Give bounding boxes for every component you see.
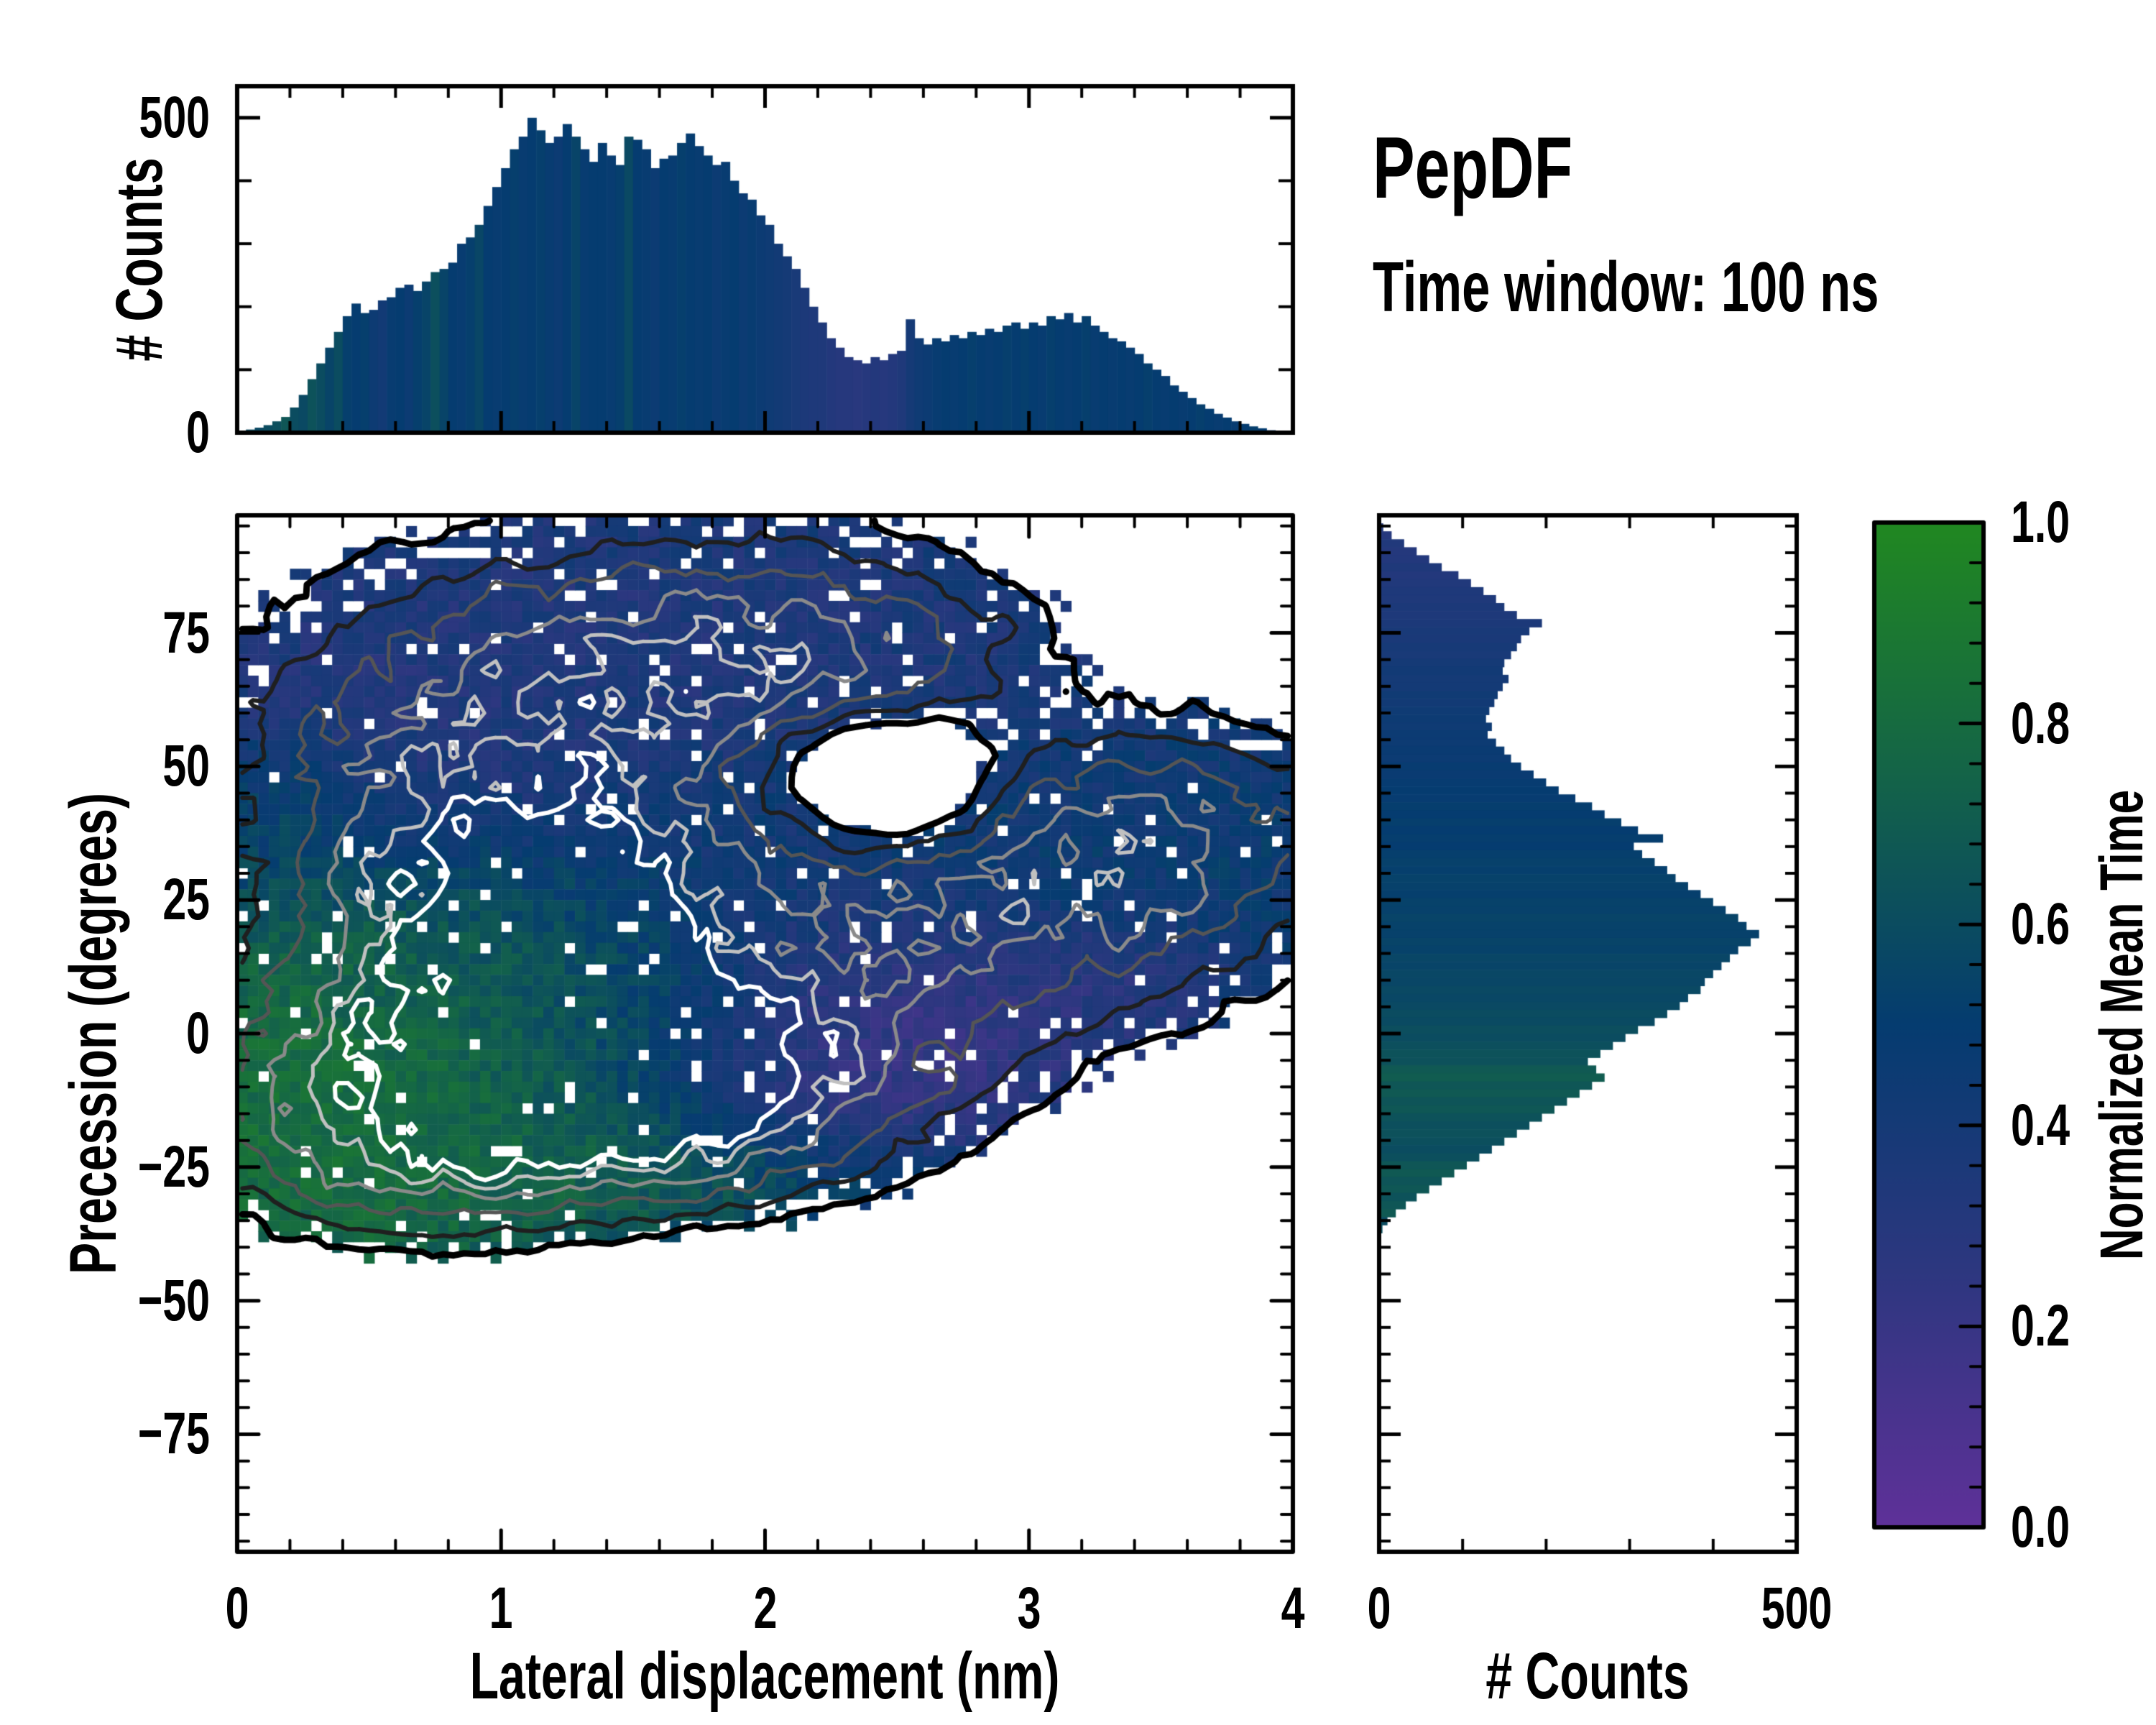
main-x-axis-title: Lateral displacement (nm) (469, 1639, 1060, 1713)
main-x-tick-label: 1 (489, 1576, 513, 1641)
main-y-tick-label: −25 (137, 1133, 210, 1200)
colorbar-tick-label: 0.4 (2011, 1092, 2070, 1158)
right-histogram-x-tick-label: 500 (1761, 1576, 1833, 1641)
main-x-tick-label: 2 (753, 1576, 777, 1641)
main-y-tick-label: 50 (162, 733, 210, 799)
main-y-tick-label: 25 (162, 867, 210, 933)
main-y-tick-label: −50 (137, 1267, 210, 1333)
colorbar-tick-label: 0.2 (2011, 1293, 2070, 1359)
figure-title: PepDF (1373, 119, 1573, 216)
top-histogram-y-axis-title: # Counts (103, 157, 176, 362)
main-x-tick-label: 0 (225, 1576, 249, 1641)
main-y-tick-label: −75 (137, 1401, 210, 1467)
main-y-tick-label: 0 (186, 1000, 210, 1066)
top-histogram-y-tick-label: 500 (139, 84, 210, 150)
main-x-tick-label: 4 (1281, 1576, 1305, 1641)
figure-subtitle: Time window: 100 ns (1373, 247, 1879, 326)
colorbar-tick-label: 0.0 (2011, 1494, 2070, 1560)
colorbar-tick-label: 1.0 (2011, 489, 2070, 555)
right-histogram-x-axis-title: # Counts (1485, 1639, 1690, 1713)
right-histogram-x-tick-label: 0 (1367, 1576, 1391, 1641)
top-histogram-y-tick-label: 0 (186, 400, 210, 465)
main-x-tick-label: 3 (1017, 1576, 1041, 1641)
main-y-tick-label: 75 (162, 599, 210, 666)
colorbar-tick-label: 0.8 (2011, 690, 2070, 756)
colorbar-tick-label: 0.6 (2011, 891, 2070, 957)
colorbar-label: Normalized Mean Time (2088, 789, 2155, 1261)
